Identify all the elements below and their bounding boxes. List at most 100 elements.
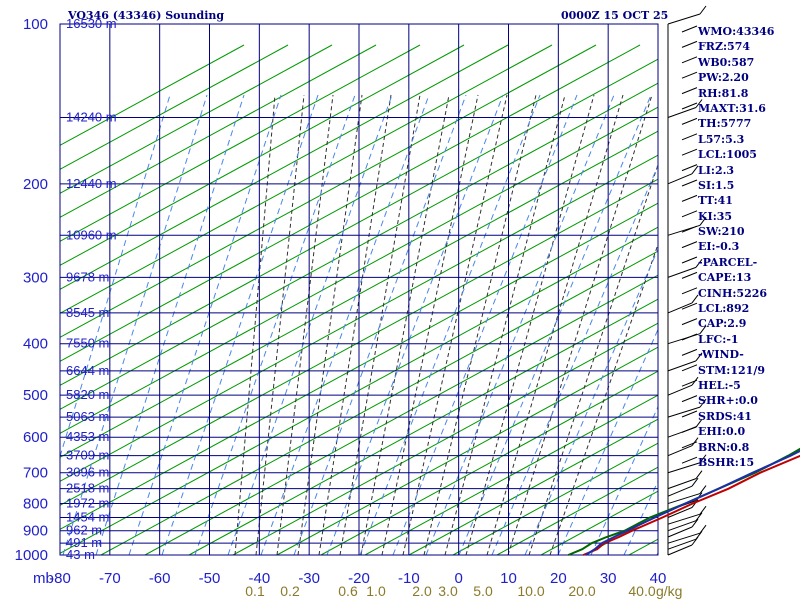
height-label: 4353 m (66, 429, 109, 444)
moist-adiabat-line (507, 94, 653, 556)
sounding-parameter: -WIND- (698, 348, 744, 362)
parameter-leader-line (681, 148, 698, 156)
temperature-profile (582, 454, 800, 556)
parameter-leader-line (681, 395, 698, 403)
wind-barb (667, 532, 701, 544)
parameter-leader-line (681, 441, 698, 449)
parameter-leader-line (681, 287, 698, 295)
mixing-ratio-line (491, 165, 659, 556)
wind-barb (699, 485, 707, 494)
moist-adiabat-line (444, 94, 566, 556)
pressure-tick-label: 800 (23, 496, 48, 513)
dry-adiabat-line (100, 250, 659, 556)
parameter-leader-line (681, 210, 698, 218)
height-label: 9678 m (66, 269, 109, 284)
pressure-tick-label: 100 (23, 16, 48, 33)
temperature-tick-label: -30 (298, 570, 320, 587)
pressure-tick-label: 1000 (15, 547, 48, 564)
moist-adiabat-line (528, 164, 659, 556)
parameter-leader-line (681, 56, 698, 64)
wind-barb (667, 360, 697, 372)
sounding-parameter: SHR+:0.0 (698, 394, 758, 408)
parameter-leader-line (681, 117, 698, 125)
mixing-ratio-tick-label: 10.0 (517, 583, 544, 599)
dry-adiabat-line (59, 44, 289, 170)
mixing-ratio-line (326, 94, 504, 556)
wind-barb (699, 398, 707, 408)
wind-barb (667, 493, 701, 505)
sounding-parameter: HEL:-5 (698, 378, 741, 392)
sounding-parameter: LCL:1005 (698, 148, 757, 162)
dry-adiabat-line (59, 44, 641, 362)
sounding-parameter: SRDS:41 (698, 409, 752, 423)
mixing-ratio-line (128, 94, 282, 556)
wind-barb (667, 520, 697, 532)
mixing-ratio-tick-label: 0.2 (280, 583, 300, 599)
sounding-parameter: -PARCEL- (698, 255, 758, 269)
wind-barb (667, 107, 697, 118)
dry-adiabat-line (59, 44, 333, 194)
parcel-profile (585, 449, 800, 556)
parameter-leader-line (681, 302, 698, 310)
wind-barb (699, 325, 707, 334)
mixing-ratio-line (392, 94, 578, 556)
parameter-leader-line (681, 256, 698, 264)
height-label: 962 m (66, 523, 102, 538)
wind-barb (699, 217, 707, 226)
sounding-parameter: KI:35 (698, 209, 733, 223)
dry-adiabat-line (188, 298, 659, 556)
dry-adiabat-line (59, 44, 377, 218)
height-label: 3709 m (66, 448, 109, 463)
pressure-temperature-grid (59, 23, 659, 556)
sounding-parameter: EHI:0.0 (698, 425, 746, 439)
mixing-ratio-line (260, 94, 430, 556)
sounding-parameter: STM:121/9 (698, 363, 765, 377)
wind-barb (667, 384, 693, 396)
wind-barb (691, 294, 699, 304)
moist-adiabat-line (423, 94, 537, 556)
wind-barb (691, 165, 699, 175)
dry-adiabat-line (59, 44, 465, 266)
parameter-leader-line (681, 318, 698, 326)
temperature-tick-label: -60 (149, 570, 171, 587)
temperature-tick-label: 20 (550, 570, 567, 587)
sounding-parameter: MAXT:31.6 (698, 101, 766, 115)
wind-barb (667, 513, 701, 525)
parameter-leader-line (681, 71, 698, 79)
mixing-ratio-line (524, 248, 659, 556)
wind-barb (695, 470, 703, 479)
height-label: 16530 m (66, 16, 117, 31)
wind-barb (667, 302, 693, 314)
wind-barb (691, 437, 699, 446)
mixing-ratio-tick-label: 40.0 (628, 583, 655, 599)
mixing-ratio-tick-label: 5.0 (473, 583, 493, 599)
parameter-leader-line (681, 133, 698, 141)
dry-adiabat-line (540, 490, 659, 556)
height-label: 2518 m (66, 481, 109, 496)
sounding-parameters-panel: WMO:43346 FRZ:574 WB0:587 PW:2.20 RH:81.8 MAX… (698, 24, 774, 470)
moist-adiabat-line (549, 244, 659, 556)
sounding-parameter: EI:-0.3 (698, 240, 740, 254)
height-label: 1454 m (66, 510, 109, 525)
dry-adiabat-line (59, 44, 597, 338)
mixing-ratio-line (62, 94, 208, 556)
wind-barb (699, 505, 707, 515)
parameter-leader-line (681, 102, 698, 110)
wind-barb (667, 478, 697, 490)
height-label: 12440 m (66, 176, 117, 191)
mixing-ratio-unit-label: g/kg (656, 583, 682, 599)
moist-adiabat-line (276, 94, 334, 556)
dry-adiabat-line (59, 44, 421, 242)
height-label: 1972 m (66, 496, 109, 511)
temperature-tick-label: -20 (348, 570, 370, 587)
mixing-ratio-tick-label: 0.6 (338, 583, 358, 599)
parameter-leader-line (681, 456, 698, 464)
sounding-parameter: CAP:2.9 (698, 317, 747, 331)
wind-barb (695, 259, 703, 268)
wind-barb (667, 462, 701, 474)
height-label: 43 m (66, 547, 95, 562)
temperature-tick-label: -40 (248, 570, 270, 587)
pressure-tick-label: 500 (23, 387, 48, 404)
parameter-leader-line (681, 379, 698, 387)
sounding-timestamp: 0000Z 15 OCT 25 (561, 9, 669, 22)
